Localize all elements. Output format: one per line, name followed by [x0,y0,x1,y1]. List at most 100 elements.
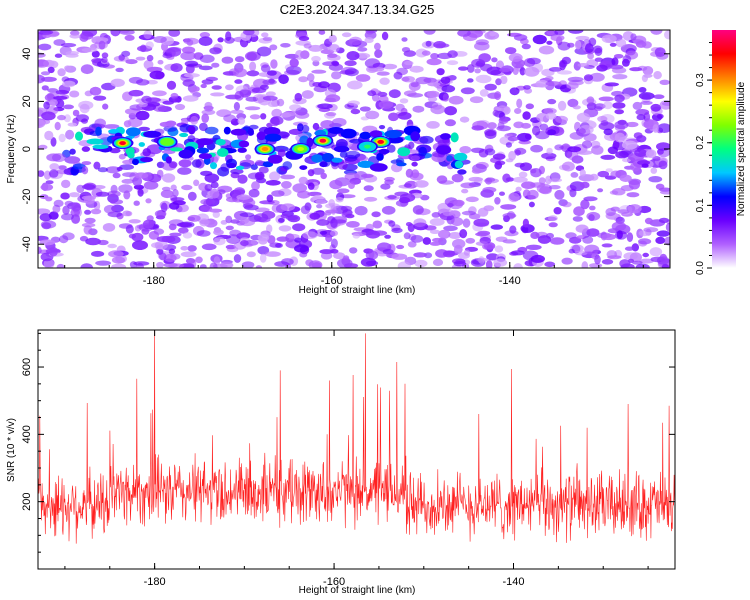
heatmap-cell [307,182,315,190]
heatmap-cell [658,217,670,224]
heatmap-cell [364,196,378,202]
colorbar-bar [712,30,736,268]
heatmap-cell [58,235,69,244]
heatmap-cell [248,188,260,198]
heatmap-cell [255,159,264,166]
snr-frame [37,329,676,570]
heatmap-cell [465,237,476,244]
heatmap-cell [234,79,243,84]
heatmap-cell [91,50,100,58]
heatmap-cell [170,197,185,202]
heatmap-cell [544,261,556,268]
heatmap-cell [409,172,424,181]
heatmap-cell [201,109,216,116]
heatmap-cell [639,258,654,264]
heatmap-cell [280,203,296,211]
heatmap-cell [498,117,509,124]
heatmap-cell [363,185,374,192]
heatmap-cell [253,213,269,223]
heatmap-cell [644,217,653,225]
heatmap-cell [65,51,79,56]
heatmap-cell [391,227,403,234]
heatmap-cell [162,100,174,105]
heatmap-cell [75,114,89,122]
heatmap-cell [447,203,454,208]
heatmap-cell [142,219,155,229]
heatmap-cell [384,179,394,185]
heatmap-cell [653,94,665,99]
heatmap-cell [179,263,195,268]
colorbar-tick-label: 0.1 [695,198,706,212]
heatmap-cell [38,170,45,177]
heatmap-cell [594,254,601,265]
heatmap-cell [280,43,291,48]
heatmap-cell [582,236,594,244]
heatmap-cell [329,179,343,190]
heatmap-cell [71,202,82,212]
heatmap-cell [443,225,458,232]
heatmap-cell [53,199,64,207]
heatmap-cell [468,176,484,182]
heatmap-cell [85,237,101,246]
heatmap-cell [123,190,131,200]
heatmap-cell [348,182,355,190]
heatmap-cell [141,95,152,104]
band-blob [396,162,407,167]
heatmap-cell [127,117,143,128]
heatmap-cell [81,47,98,53]
heatmap-cell [378,100,394,109]
heatmap-cell [583,74,594,82]
heatmap-cell [101,56,108,64]
heatmap-cell [463,249,470,256]
heatmap-cell [242,203,254,209]
heatmap-cell [286,233,300,239]
heatmap-cell [332,117,347,127]
heatmap-cell [537,235,552,244]
heatmap-cell [440,76,451,85]
band-blob [235,165,245,170]
heatmap-cell [589,263,603,268]
heatmap-cell [225,244,236,250]
heatmap-cell [157,59,164,65]
heatmap-cell [477,207,489,217]
heatmap-cell [54,121,61,131]
heatmap-cell [355,74,371,82]
heatmap-cell [650,30,663,35]
heatmap-cell [505,177,515,182]
heatmap-cell [397,112,412,120]
heatmap-cell [612,102,626,109]
band-blob [196,147,209,154]
heatmap-cell [204,173,220,183]
heatmap-cell [156,209,166,220]
heatmap-cell [432,237,443,243]
heatmap-cell [346,51,360,61]
band-blob [140,157,153,163]
heatmap-cell [246,70,260,77]
heatmap-cell [58,133,66,143]
heatmap-cell [420,194,430,201]
heatmap-cell [245,154,252,160]
heatmap-cell [208,208,223,213]
heatmap-cell [566,150,579,161]
heatmap-cell [659,190,670,195]
heatmap-cell [427,96,438,102]
heatmap-cell [641,41,652,49]
heatmap-cell [254,207,270,213]
heatmap-cell [630,33,637,41]
heatmap-cell [187,245,197,252]
y-tick-label: 20 [21,95,33,107]
heatmap-cell [54,53,63,58]
heatmap-cell [332,219,347,224]
heatmap-cell [118,184,133,194]
heatmap-cell [44,130,54,141]
heatmap-cell [367,90,377,97]
heatmap-cell [276,236,290,242]
heatmap-cell [545,81,562,87]
heatmap-cell [133,200,140,206]
heatmap-cell [122,159,135,165]
heatmap-cell [622,158,631,163]
heatmap-cell [467,64,475,73]
band-blob [247,128,254,136]
heatmap-cell [574,40,582,50]
